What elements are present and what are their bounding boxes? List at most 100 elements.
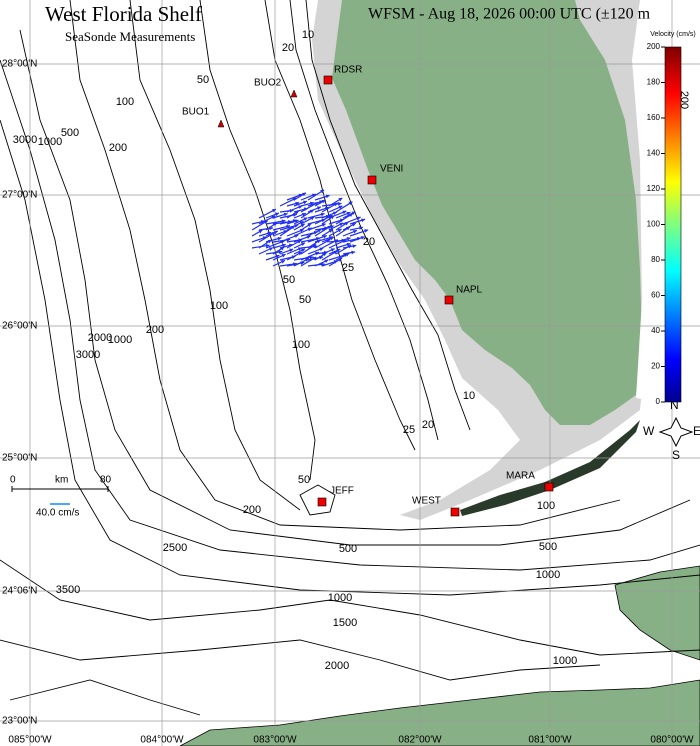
contour-label: 1000 xyxy=(108,334,132,346)
vector-head xyxy=(280,240,285,244)
contour-label: 50 xyxy=(298,474,310,486)
latitude-label: 26°00'N xyxy=(2,321,37,332)
vector-head xyxy=(351,211,356,216)
station-label: NAPL xyxy=(456,285,483,296)
compass-n: N xyxy=(670,398,679,412)
station-label: WEST xyxy=(412,496,441,507)
vector-head xyxy=(301,212,306,217)
contour-label: 1000 xyxy=(553,655,577,667)
contour xyxy=(299,484,336,516)
colorbar-tick-label: 100 xyxy=(647,220,661,229)
vector-scale: 40.0 cm/s xyxy=(36,508,79,519)
colorbar-tick-label: 60 xyxy=(651,291,660,300)
contour-label: 200 xyxy=(146,324,164,336)
latitude-label: 25°00'N xyxy=(2,453,37,464)
contour-label: 1000 xyxy=(536,569,560,581)
contour xyxy=(0,559,700,656)
contour-label: 25 xyxy=(342,262,354,274)
vector-head xyxy=(310,216,315,221)
contour-label: 2000 xyxy=(88,332,112,344)
vector-head xyxy=(290,225,295,230)
contour-label: 20 xyxy=(282,42,294,54)
vector-head xyxy=(320,189,325,194)
vector-head xyxy=(356,216,361,221)
vector-head xyxy=(306,235,311,239)
station-label: JEFF xyxy=(330,486,354,497)
current-vectors xyxy=(251,189,369,267)
contour-label: 2000 xyxy=(325,660,349,672)
station-label: BUO1 xyxy=(182,107,210,118)
scale-bar: 0 km 80 40.0 cm/s xyxy=(10,475,112,519)
vector-head xyxy=(299,221,304,225)
contour xyxy=(289,0,439,441)
vector-head xyxy=(346,237,351,241)
contour xyxy=(9,679,201,716)
vector-head xyxy=(330,215,335,220)
station-marker xyxy=(544,482,554,492)
vector-head xyxy=(314,202,319,206)
vector-head xyxy=(337,258,342,262)
vector-head xyxy=(275,254,280,259)
compass: N E S W xyxy=(643,398,700,462)
buoy-marker xyxy=(290,89,298,98)
contour-label: 500 xyxy=(339,543,357,555)
colorbar-tick-label: 20 xyxy=(651,362,660,371)
compass-e: E xyxy=(693,424,700,438)
vector-head xyxy=(303,217,308,221)
contour-label: 500 xyxy=(539,541,557,553)
vector-head xyxy=(364,229,369,233)
vector-head xyxy=(273,222,278,227)
title: West Florida Shelf xyxy=(45,2,202,26)
vector-head xyxy=(258,230,263,234)
vector-head xyxy=(267,231,272,236)
contour-label: 1000 xyxy=(328,592,352,604)
contour-label: 50 xyxy=(283,274,295,286)
vector-head xyxy=(348,213,353,217)
atlantic xyxy=(632,0,700,400)
contour-label: 10 xyxy=(302,29,314,41)
vector-head xyxy=(294,211,299,215)
vector-head xyxy=(333,239,338,243)
vector-head xyxy=(289,248,294,253)
vector-head xyxy=(283,212,288,217)
contour xyxy=(305,0,471,431)
vector-head xyxy=(327,225,332,230)
colorbar-tick-label: 200 xyxy=(647,42,661,51)
vector-head xyxy=(271,232,276,236)
vector-head xyxy=(351,223,356,227)
vector-head xyxy=(351,250,356,255)
vector-head xyxy=(297,247,302,251)
vector-head xyxy=(352,229,357,234)
vector-head xyxy=(322,252,327,257)
vector-head xyxy=(281,243,286,248)
vector-head xyxy=(352,244,357,249)
vector-head xyxy=(271,209,276,213)
vector-head xyxy=(278,250,283,254)
scale-end: 80 xyxy=(100,475,112,486)
vector-head xyxy=(311,193,316,198)
latitude-label: 27°00'N xyxy=(2,190,37,201)
contour-label: 3500 xyxy=(56,584,80,596)
vector-head xyxy=(347,244,352,249)
scale-start: 0 xyxy=(10,475,16,486)
vector-head xyxy=(292,197,297,202)
vector-head xyxy=(329,236,334,241)
vector-head xyxy=(337,228,342,233)
vector-head xyxy=(344,222,349,226)
vector-head xyxy=(312,257,317,261)
vector-head xyxy=(333,250,338,255)
labels: 28°00'N 27°00'N 26°00'N 25°00'N 24°06'N 23°00… xyxy=(2,29,694,746)
vector-head xyxy=(342,239,347,243)
compass-s: S xyxy=(672,448,680,462)
colorbar-tick-label: 120 xyxy=(647,184,661,193)
vector-head xyxy=(325,194,330,199)
vector-head xyxy=(277,236,282,241)
vector-head xyxy=(281,253,286,258)
vector-head xyxy=(342,210,347,215)
vector-head xyxy=(339,222,344,227)
station-marker xyxy=(444,295,454,305)
contour-label: 1000 xyxy=(38,136,62,148)
longitude-label: 082°00'W xyxy=(398,735,442,746)
